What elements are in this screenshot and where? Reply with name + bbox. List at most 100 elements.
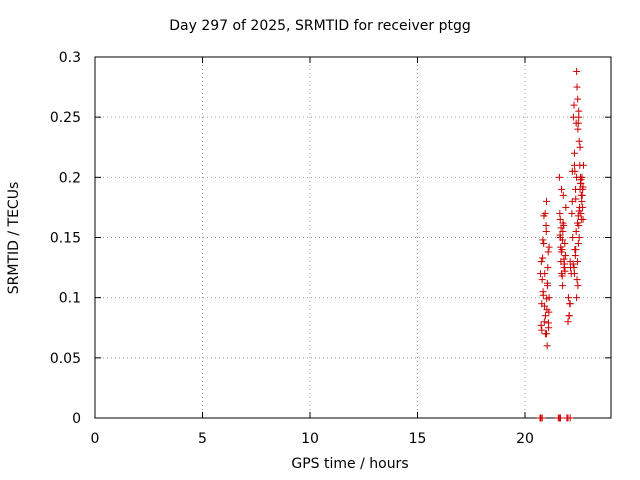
data-point — [574, 212, 582, 220]
data-point — [573, 173, 581, 181]
data-point — [541, 312, 549, 320]
data-point — [543, 342, 551, 350]
data-point — [556, 215, 564, 223]
data-point — [561, 240, 569, 248]
data-point — [569, 260, 577, 268]
data-point — [536, 270, 544, 278]
data-point — [571, 252, 579, 260]
data-point — [544, 319, 552, 327]
data-point — [566, 300, 574, 308]
data-point — [574, 125, 582, 133]
data-point — [572, 227, 580, 235]
data-point — [539, 288, 547, 296]
y-tick-label: 0.05 — [50, 351, 81, 367]
data-point — [557, 224, 565, 232]
data-point — [556, 231, 564, 239]
data-point — [572, 195, 580, 203]
data-point — [538, 326, 546, 334]
data-point — [578, 197, 586, 205]
data-point — [559, 227, 567, 235]
data-point — [559, 191, 567, 199]
data-point — [543, 197, 550, 205]
data-point — [575, 207, 583, 215]
data-point — [557, 243, 565, 251]
data-point — [568, 209, 576, 217]
data-point — [570, 149, 578, 157]
data-point — [542, 227, 550, 235]
axis-ticks: 0 5 10 15 20 0 0.05 0.1 0.15 0.2 0.25 0.3 — [50, 50, 611, 447]
data-point — [574, 240, 582, 248]
data-point — [571, 167, 579, 175]
data-point — [576, 143, 584, 151]
data-point — [565, 312, 573, 320]
data-point — [543, 295, 551, 303]
data-point — [562, 203, 570, 211]
data-point — [573, 67, 581, 75]
data-point — [558, 272, 566, 280]
y-tick-label: 0.3 — [59, 50, 81, 66]
data-point — [560, 255, 568, 263]
data-point — [540, 318, 548, 326]
data-point — [570, 161, 578, 169]
data-point — [577, 215, 585, 223]
data-point — [537, 258, 545, 266]
y-tick-label: 0.25 — [50, 110, 81, 126]
data-point — [574, 95, 582, 103]
data-point — [543, 330, 550, 338]
data-point — [545, 243, 553, 251]
data-point — [573, 276, 581, 284]
x-tick-label: 10 — [301, 431, 319, 447]
data-point — [556, 414, 564, 422]
y-tick-label: 0.2 — [59, 170, 81, 186]
data-point — [538, 276, 546, 284]
data-point — [574, 119, 582, 127]
data-point — [577, 176, 585, 184]
x-axis-label: GPS time / hours — [291, 456, 409, 472]
data-point — [558, 185, 566, 193]
data-point — [579, 183, 587, 191]
data-point — [555, 173, 563, 181]
data-point — [544, 264, 552, 272]
data-point — [579, 161, 587, 169]
data-point — [561, 260, 569, 268]
data-point — [559, 282, 567, 290]
y-tick-label: 0 — [72, 411, 81, 427]
data-point — [575, 137, 583, 145]
data-point — [543, 279, 551, 287]
x-tick-label: 0 — [91, 431, 100, 447]
data-point — [537, 321, 545, 329]
data-point — [574, 282, 582, 290]
data-point — [559, 219, 567, 227]
y-tick-label: 0.15 — [50, 231, 81, 247]
x-tick-label: 20 — [516, 431, 534, 447]
data-point — [557, 248, 565, 256]
data-points — [536, 67, 587, 422]
data-point — [573, 258, 581, 266]
x-tick-label: 5 — [198, 431, 207, 447]
data-point — [575, 107, 583, 115]
data-point — [570, 101, 578, 109]
data-point — [573, 294, 581, 302]
data-point — [564, 318, 572, 326]
data-point — [539, 254, 547, 262]
data-point — [575, 113, 583, 121]
data-point — [578, 191, 586, 199]
data-point — [573, 219, 581, 227]
data-point — [564, 294, 572, 302]
grid-lines — [95, 57, 611, 418]
data-point — [540, 240, 548, 248]
data-point — [539, 236, 547, 244]
data-point — [575, 234, 583, 241]
data-point — [542, 221, 550, 229]
data-point — [538, 414, 546, 422]
data-point — [561, 267, 569, 275]
plot-frame — [94, 56, 612, 419]
data-point — [558, 236, 566, 244]
y-tick-label: 0.1 — [59, 291, 81, 307]
data-point — [561, 252, 569, 260]
data-point — [545, 308, 553, 316]
data-point — [572, 246, 580, 254]
data-point — [570, 270, 578, 278]
x-tick-label: 15 — [409, 431, 427, 447]
